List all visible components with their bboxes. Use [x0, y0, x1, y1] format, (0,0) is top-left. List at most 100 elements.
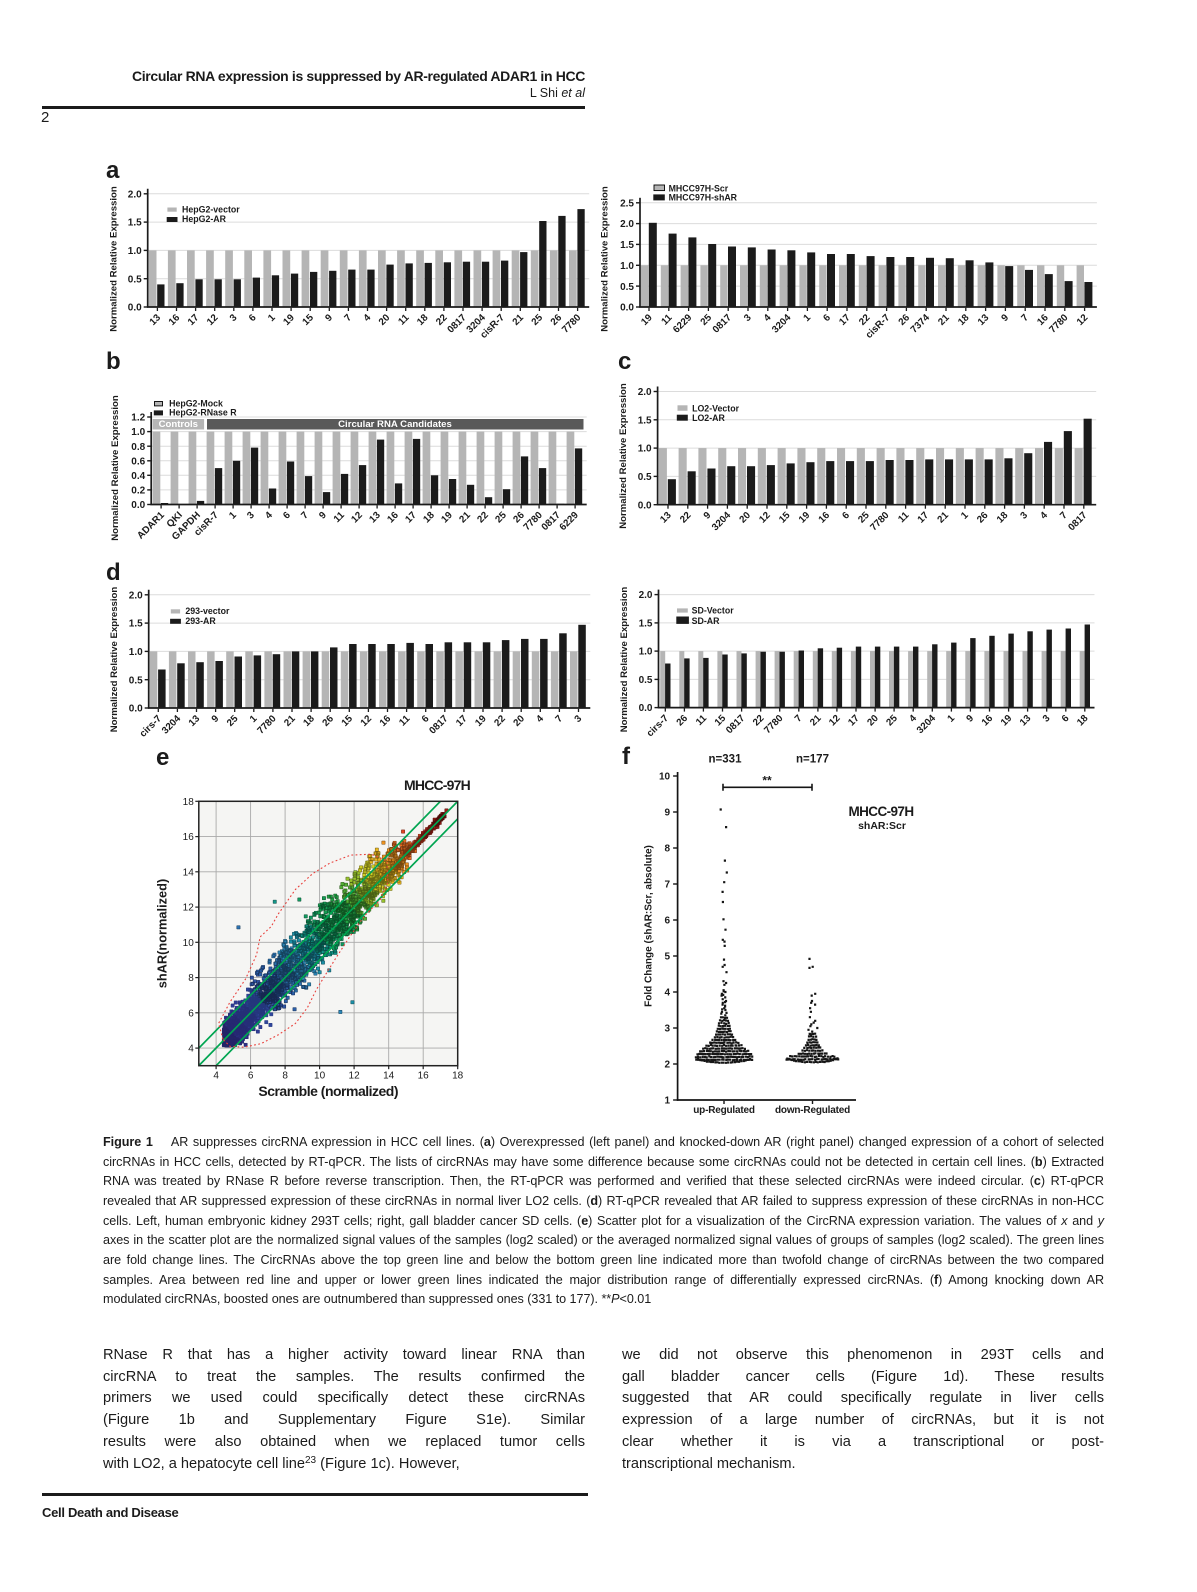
svg-text:17: 17 [454, 713, 470, 729]
svg-text:6: 6 [420, 713, 432, 725]
svg-text:SD-AR: SD-AR [692, 616, 721, 626]
svg-text:0.5: 0.5 [129, 675, 143, 686]
svg-text:17: 17 [837, 312, 853, 328]
svg-text:18: 18 [452, 1071, 464, 1082]
svg-text:16: 16 [418, 1071, 430, 1082]
svg-text:1: 1 [266, 312, 278, 324]
svg-text:16: 16 [385, 509, 401, 525]
svg-text:7780: 7780 [560, 312, 584, 336]
svg-text:HepG2-RNase R: HepG2-RNase R [169, 408, 237, 418]
svg-text:19: 19 [473, 713, 489, 729]
svg-text:293-AR: 293-AR [185, 616, 216, 626]
svg-text:12: 12 [757, 510, 773, 526]
svg-text:3204: 3204 [770, 312, 794, 336]
svg-text:9: 9 [210, 713, 222, 725]
svg-text:1.5: 1.5 [128, 218, 142, 229]
svg-text:25: 25 [493, 509, 509, 525]
svg-text:9: 9 [317, 509, 329, 521]
svg-text:7: 7 [1058, 510, 1070, 522]
svg-text:f: f [622, 743, 631, 770]
svg-text:19: 19 [639, 312, 655, 328]
svg-text:13: 13 [976, 312, 992, 328]
svg-text:6229: 6229 [671, 312, 695, 336]
svg-text:3204: 3204 [710, 510, 734, 534]
svg-text:0.2: 0.2 [131, 486, 145, 497]
svg-text:Controls: Controls [159, 419, 198, 430]
svg-text:18: 18 [183, 797, 195, 808]
svg-text:HepG2-AR: HepG2-AR [182, 214, 227, 224]
svg-text:15: 15 [300, 312, 316, 328]
svg-text:7: 7 [793, 713, 805, 725]
svg-text:0.6: 0.6 [131, 456, 145, 467]
svg-text:21: 21 [457, 509, 473, 525]
svg-text:HepG2-Mock: HepG2-Mock [169, 399, 223, 409]
svg-text:16: 16 [378, 713, 394, 729]
svg-text:10: 10 [314, 1071, 326, 1082]
svg-text:cirs-7: cirs-7 [138, 713, 165, 740]
svg-text:17: 17 [916, 510, 932, 526]
svg-text:MHCC97H-Scr: MHCC97H-Scr [669, 183, 729, 193]
svg-text:4: 4 [263, 509, 275, 521]
svg-text:4: 4 [188, 1044, 194, 1055]
svg-text:16: 16 [183, 832, 195, 843]
svg-text:1.0: 1.0 [620, 261, 634, 272]
svg-text:down-Regulated: down-Regulated [775, 1105, 850, 1116]
svg-text:Normalized Relative Expression: Normalized Relative Expression [109, 186, 120, 332]
svg-text:0.0: 0.0 [128, 303, 142, 314]
svg-text:8: 8 [188, 973, 194, 984]
svg-text:9: 9 [665, 808, 671, 819]
svg-text:10: 10 [183, 938, 195, 949]
svg-text:21: 21 [935, 510, 951, 526]
svg-text:20: 20 [865, 713, 881, 729]
svg-text:n=331: n=331 [709, 754, 743, 766]
svg-text:12: 12 [827, 713, 843, 729]
svg-text:1: 1 [801, 312, 813, 324]
svg-text:12: 12 [349, 1071, 361, 1082]
svg-text:11: 11 [397, 713, 412, 728]
svg-text:12: 12 [205, 312, 221, 328]
svg-text:20: 20 [377, 312, 393, 328]
svg-text:26: 26 [320, 713, 336, 729]
svg-text:shAR(normalized): shAR(normalized) [155, 879, 170, 989]
svg-text:8: 8 [665, 844, 671, 855]
svg-text:18: 18 [301, 713, 317, 729]
svg-text:ADAR1: ADAR1 [135, 509, 167, 541]
svg-text:0.0: 0.0 [129, 704, 143, 715]
svg-text:21: 21 [808, 713, 824, 729]
svg-text:22: 22 [475, 509, 491, 525]
svg-text:6229: 6229 [558, 509, 582, 533]
svg-text:7: 7 [342, 312, 354, 324]
svg-text:13: 13 [187, 713, 203, 729]
svg-text:0.0: 0.0 [620, 303, 634, 314]
svg-text:25: 25 [884, 713, 900, 729]
svg-text:MHCC-97H: MHCC-97H [404, 777, 471, 793]
svg-text:SD-Vector: SD-Vector [692, 605, 735, 615]
svg-text:6: 6 [1060, 713, 1072, 725]
svg-text:MHCC-97H: MHCC-97H [849, 804, 914, 819]
svg-text:6: 6 [248, 1071, 254, 1082]
svg-text:7: 7 [1019, 312, 1031, 324]
svg-text:1.0: 1.0 [128, 246, 142, 257]
svg-text:17: 17 [403, 509, 419, 525]
svg-text:5: 5 [665, 952, 671, 963]
svg-text:1.2: 1.2 [131, 413, 145, 424]
svg-text:Normalized Relative Expression: Normalized Relative Expression [600, 186, 611, 332]
svg-text:n=177: n=177 [796, 754, 829, 766]
svg-text:2.5: 2.5 [620, 198, 634, 209]
svg-text:8: 8 [282, 1071, 288, 1082]
svg-text:1.0: 1.0 [639, 647, 653, 658]
svg-text:11: 11 [694, 713, 709, 728]
svg-text:0.5: 0.5 [620, 282, 634, 293]
svg-text:2.0: 2.0 [639, 590, 653, 601]
svg-text:9: 9 [964, 713, 976, 725]
svg-text:19: 19 [281, 312, 297, 328]
svg-text:4: 4 [907, 713, 919, 725]
svg-text:Normalized Relative Expression: Normalized Relative Expression [109, 587, 120, 733]
svg-text:18: 18 [415, 312, 431, 328]
svg-text:0.8: 0.8 [131, 442, 145, 453]
svg-text:17: 17 [186, 312, 202, 328]
svg-text:26: 26 [975, 510, 991, 526]
svg-text:7780: 7780 [522, 509, 546, 533]
svg-text:1.5: 1.5 [129, 619, 143, 630]
svg-text:a: a [106, 157, 120, 184]
